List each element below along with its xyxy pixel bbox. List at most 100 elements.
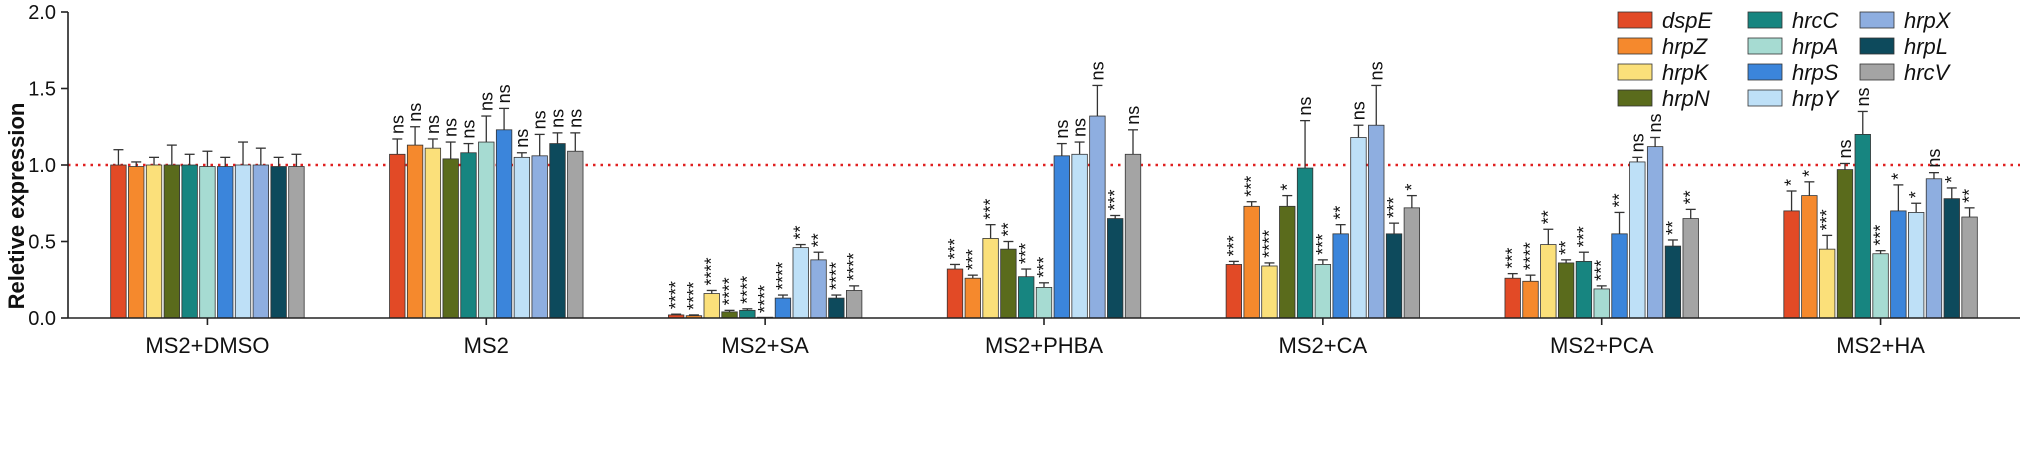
significance-label: ns [423,115,443,134]
significance-label: *** [1592,260,1612,281]
significance-label: ns [1052,120,1072,139]
bar-hrpZ [1522,280,1539,319]
significance-label: ns [458,120,478,139]
bar-hrpN [1000,248,1017,319]
bar-hrpY [792,247,809,319]
legend-swatch-hrpN [1617,89,1653,107]
bar-hrpN [1557,262,1575,319]
bar-hrpA [1035,286,1053,319]
legend-label-hrpN: hrpN [1662,86,1710,111]
legend-label-dspE: dspE [1662,8,1712,33]
significance-label: **** [702,257,722,285]
bar-hrpY [1071,153,1088,319]
legend-label-hrpK: hrpK [1662,60,1710,85]
significance-label: **** [773,262,793,290]
legend-swatch-dspE [1617,11,1653,29]
bar-hrpA [1872,253,1889,319]
bar-hrpL [549,143,566,319]
significance-label: * [1888,173,1908,180]
legend-label-hrpY: hrpY [1792,86,1840,111]
bar-hrpX [531,155,548,319]
bar-hrcC [460,152,477,319]
bar-hrcV [845,290,863,319]
bar-hrpS [1890,210,1907,319]
legend-swatch-hrpL [1859,37,1895,55]
significance-label: **** [844,253,864,281]
significance-label: *** [1503,248,1523,269]
legend-label-hrpX: hrpX [1904,8,1952,33]
significance-label: **** [737,276,757,304]
bar-hrpL [1107,218,1124,319]
x-category-label: MS2+CA [1279,333,1368,358]
bar-hrpL [1943,198,1960,319]
significance-label: ns [1123,106,1143,125]
bar-hrpS [1053,155,1070,319]
legend-swatch-hrpZ [1617,37,1653,55]
significance-label: ns [1348,101,1368,120]
bar-hrpY [513,156,531,319]
bar-hrpK [982,238,999,319]
bar-hrpZ [406,144,424,319]
significance-label: ** [1610,193,1630,207]
significance-label: **** [826,262,846,290]
y-tick-label: 0.5 [28,232,56,254]
bar-hrpN [1279,205,1296,319]
significance-label: ** [1681,190,1701,204]
significance-label: ns [1366,61,1386,80]
bar-hrcV [1403,207,1421,319]
bar-dspE [1504,277,1521,319]
bar-hrpS [774,297,792,319]
y-tick-label: 1.0 [28,155,56,177]
bar-hrpX [252,164,269,319]
significance-label: ns [1835,139,1855,158]
bar-hrcV [1124,153,1142,319]
significance-label: ns [494,84,514,103]
significance-label: *** [1313,234,1333,255]
significance-label: * [1906,191,1926,198]
significance-label: *** [1224,235,1244,256]
significance-label: **** [1521,242,1541,270]
x-category-label: MS2 [464,333,509,358]
bar-hrpS [1611,233,1628,319]
significance-label: ns [405,103,425,122]
bar-hrpX [1368,124,1385,319]
significance-label: ** [998,222,1018,236]
bar-hrpA [199,166,216,319]
bar-hrpL [270,166,287,319]
significance-label: *** [1034,257,1054,278]
bar-hrpY [1908,212,1925,319]
bar-hrpX [1089,115,1106,319]
bar-group: nsnsnsnsnsnsnsnsnsnsns******************… [110,61,1980,319]
significance-label: *** [1871,225,1891,246]
legend-swatch-hrcV [1859,63,1895,81]
bar-hrpX [810,259,827,319]
bar-hrpS [217,166,234,319]
bar-dspE [1783,210,1800,319]
bar-hrcC [1575,260,1593,319]
bar-hrpY [1629,161,1646,319]
significance-label: *** [981,199,1001,220]
bar-hrpN [442,158,459,319]
bar-hrpA [478,141,495,319]
legend-swatch-hrpS [1747,63,1783,81]
y-tick-label: 0.0 [28,308,56,330]
y-axis-title: Reletive expression [4,103,29,310]
significance-label: ns [1295,97,1315,116]
bar-hrpZ [1243,205,1260,319]
significance-label: **** [684,282,704,310]
bar-hrpK [145,164,163,319]
significance-label: ns [441,118,461,137]
significance-label: **** [666,281,686,309]
bar-hrpY [1350,137,1367,319]
bar-hrpL [828,297,845,319]
significance-label: * [1799,170,1819,177]
bar-hrpA [1593,288,1610,319]
x-category-label: MS2+PHBA [985,333,1103,358]
legend-label-hrcV: hrcV [1904,60,1952,85]
significance-label: **** [1259,230,1279,258]
significance-label: *** [1817,209,1837,230]
bar-hrcC [181,164,198,319]
significance-label: * [1277,184,1297,191]
significance-label: **** [755,285,775,313]
